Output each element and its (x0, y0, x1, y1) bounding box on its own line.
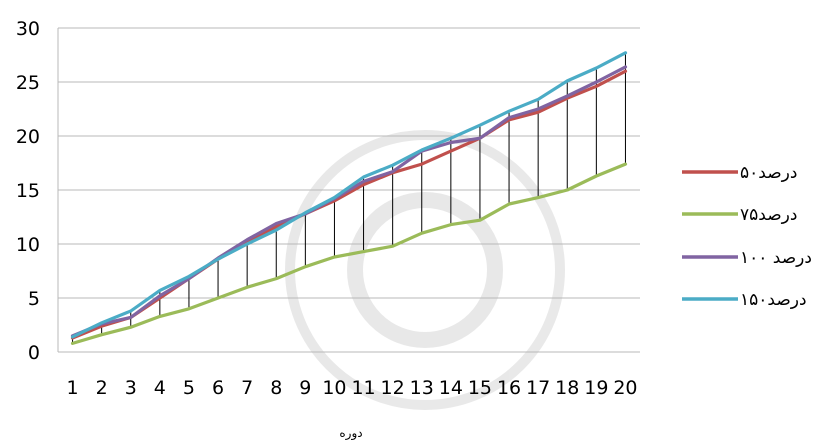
x-tick-label: 8 (270, 377, 282, 399)
y-tick-label: 20 (16, 126, 40, 148)
legend-label: ۱۵۰درصد (740, 290, 807, 310)
x-tick-label: 11 (351, 377, 375, 399)
x-tick-label: 3 (125, 377, 137, 399)
y-tick-label: 15 (16, 180, 40, 202)
x-axis-ticks: 1 2 3 4 5 6 7 8 9 10 11 12 13 14 15 16 17 18 19 20 (67, 377, 638, 399)
x-tick-label: 20 (613, 377, 637, 399)
x-tick-label: 9 (299, 377, 311, 399)
series-line-4 (70, 51, 628, 339)
x-tick-label: 14 (439, 377, 463, 399)
x-tick-label: 17 (526, 377, 550, 399)
watermark-logo (285, 130, 565, 410)
series-line-2 (70, 162, 628, 345)
x-tick-label: 19 (584, 377, 608, 399)
legend-label: ۷۵درصد (740, 205, 797, 225)
x-tick-label: 16 (497, 377, 521, 399)
y-tick-label: 25 (16, 72, 40, 94)
drop-lines (72, 52, 626, 344)
x-tick-label: 6 (212, 377, 224, 399)
y-tick-label: 10 (16, 234, 40, 256)
x-axis-label: دوره (339, 426, 362, 441)
y-tick-label: 5 (28, 288, 40, 310)
legend-label: ۵۰درصد (740, 163, 797, 183)
y-tick-label: 30 (16, 18, 40, 40)
x-tick-label: 13 (410, 377, 434, 399)
x-tick-label: 4 (154, 377, 166, 399)
x-tick-label: 15 (468, 377, 492, 399)
legend-label: ۱۰۰ درصد (740, 248, 812, 268)
x-tick-label: 5 (183, 377, 195, 399)
y-tick-label: 0 (28, 342, 40, 364)
x-tick-label: 12 (381, 377, 405, 399)
legend: ۵۰درصد ۷۵درصد ۱۰۰ درصد ۱۵۰درصد (682, 163, 812, 310)
x-tick-label: 10 (322, 377, 346, 399)
y-axis-ticks: 0 5 10 15 20 25 30 (16, 18, 40, 364)
x-tick-label: 7 (241, 377, 253, 399)
x-tick-label: 18 (555, 377, 579, 399)
series-lines (70, 51, 628, 345)
x-tick-label: 1 (67, 377, 79, 399)
x-tick-label: 2 (96, 377, 108, 399)
series-line-3 (70, 65, 628, 338)
